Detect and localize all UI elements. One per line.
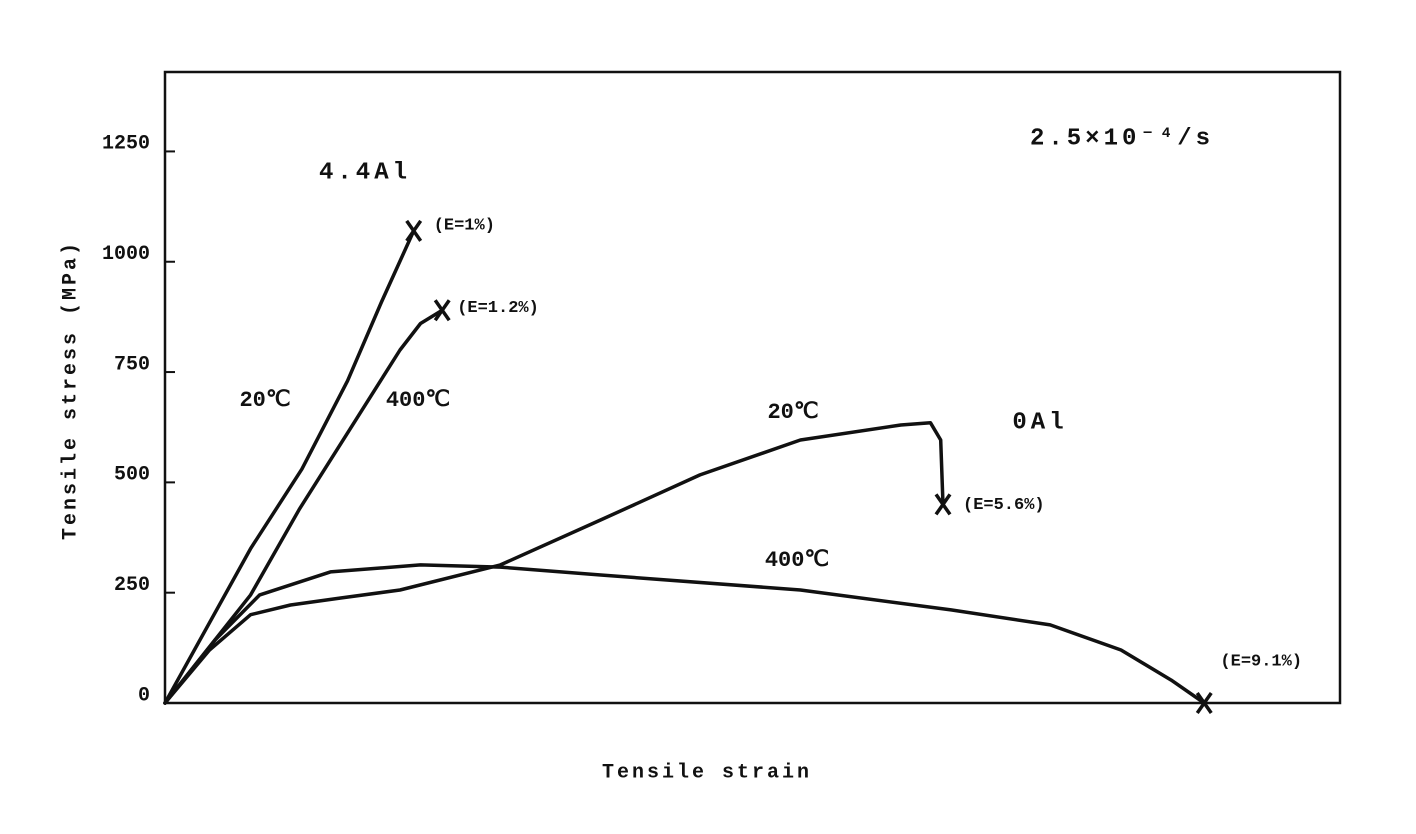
fracture-mark [405, 219, 423, 242]
end-label: (E=1%) [434, 216, 495, 235]
y-tick-label: 1000 [102, 243, 150, 266]
curve [163, 229, 416, 705]
y-tick-label: 1250 [102, 133, 150, 156]
fracture-mark [934, 493, 952, 516]
y-axis-label: Tensile stress (MPa) [59, 240, 82, 540]
curve-label: 400℃ [765, 548, 829, 573]
end-label: (E=1.2%) [457, 299, 539, 318]
curve [163, 563, 1206, 705]
y-tick-label: 250 [114, 574, 150, 597]
y-tick-label: 500 [114, 464, 150, 487]
annotation: 0Al [1012, 409, 1067, 436]
annotation: 2.5×10⁻⁴/s [1030, 125, 1214, 152]
plot-frame [163, 70, 1342, 705]
y-tick-label: 750 [114, 353, 150, 376]
curve-label: 20℃ [767, 400, 818, 425]
curve-label: 400℃ [386, 388, 450, 413]
fracture-mark [433, 299, 451, 322]
y-tick-label: 0 [138, 684, 150, 707]
curve [163, 421, 945, 705]
end-label: (E=9.1%) [1220, 652, 1302, 671]
x-axis-label: Tensile strain [602, 761, 812, 784]
curve-label: 20℃ [239, 388, 290, 413]
annotation: 4.4Al [319, 159, 411, 186]
fracture-mark [1195, 691, 1213, 715]
end-label: (E=5.6%) [963, 496, 1045, 515]
curve [163, 308, 444, 705]
